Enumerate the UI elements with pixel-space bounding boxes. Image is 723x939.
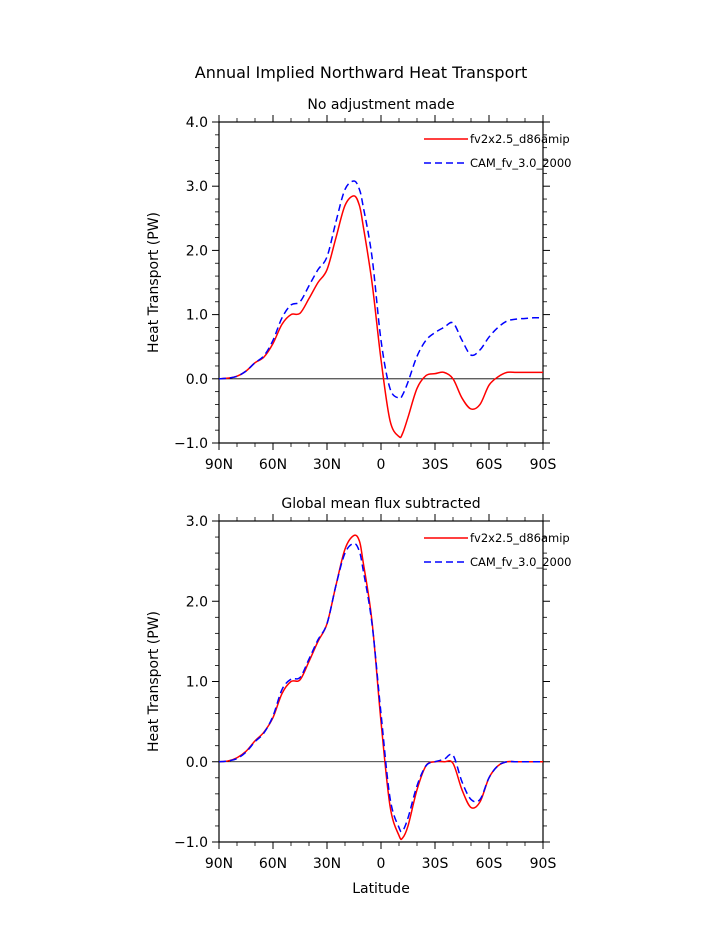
x-tick-label: 0 bbox=[377, 856, 386, 872]
y-tick-label: 3.0 bbox=[186, 179, 208, 195]
x-axis-label: Latitude bbox=[352, 881, 410, 897]
y-tick-label: −1.0 bbox=[174, 835, 208, 851]
legend-label-2: CAM_fv_3.0_2000 bbox=[470, 555, 571, 569]
x-tick-label: 60S bbox=[476, 457, 503, 473]
x-tick-label: 60N bbox=[259, 856, 287, 872]
y-tick-label: 2.0 bbox=[186, 243, 208, 259]
x-tick-label: 90N bbox=[205, 856, 233, 872]
y-tick-label: 1.0 bbox=[186, 308, 208, 324]
x-tick-label: 90N bbox=[205, 457, 233, 473]
plot-frame bbox=[218, 121, 544, 444]
x-tick-label: 30S bbox=[422, 856, 449, 872]
x-tick-label: 60N bbox=[259, 457, 287, 473]
chart-title: No adjustment made bbox=[307, 97, 454, 113]
y-tick-label: 4.0 bbox=[186, 115, 208, 131]
chart-panel-2: −1.0 0.0 1.0 2.0 3.0 90N 60N 30N 0 30S 60S 90S Globa… bbox=[146, 496, 571, 897]
x-tick-label: 0 bbox=[377, 457, 386, 473]
series-line-2 bbox=[218, 180, 544, 400]
chart-panel-1: −1.0 0.0 1.0 2.0 3.0 4.0 90N 60N 30N 0 30S 60S 90S No… bbox=[146, 97, 571, 473]
series-line-2 bbox=[218, 542, 543, 833]
y-axis-label: Heat Transport (PW) bbox=[146, 212, 162, 353]
y-axis-label: Heat Transport (PW) bbox=[146, 611, 162, 752]
x-tick-label: 30N bbox=[313, 457, 341, 473]
figure-title: Annual Implied Northward Heat Transport bbox=[195, 63, 527, 82]
y-tick-label: 0.0 bbox=[186, 755, 208, 771]
legend-label-1: fv2x2.5_d86amip bbox=[470, 132, 570, 146]
plot-frame bbox=[218, 520, 544, 843]
series-line-1 bbox=[218, 195, 543, 439]
y-tick-label: −1.0 bbox=[174, 436, 208, 452]
y-tick-label: 1.0 bbox=[186, 675, 208, 691]
legend-label-1: fv2x2.5_d86amip bbox=[470, 531, 570, 545]
x-tick-label: 30S bbox=[422, 457, 449, 473]
x-tick-label: 90S bbox=[530, 457, 557, 473]
series-line-1 bbox=[218, 534, 543, 841]
x-tick-label: 30N bbox=[313, 856, 341, 872]
chart-title: Global mean flux subtracted bbox=[281, 496, 480, 512]
legend-label-2: CAM_fv_3.0_2000 bbox=[470, 156, 571, 170]
y-tick-label: 0.0 bbox=[186, 372, 208, 388]
x-tick-label: 60S bbox=[476, 856, 503, 872]
y-tick-label: 2.0 bbox=[186, 594, 208, 610]
x-tick-label: 90S bbox=[530, 856, 557, 872]
y-tick-label: 3.0 bbox=[186, 514, 208, 530]
